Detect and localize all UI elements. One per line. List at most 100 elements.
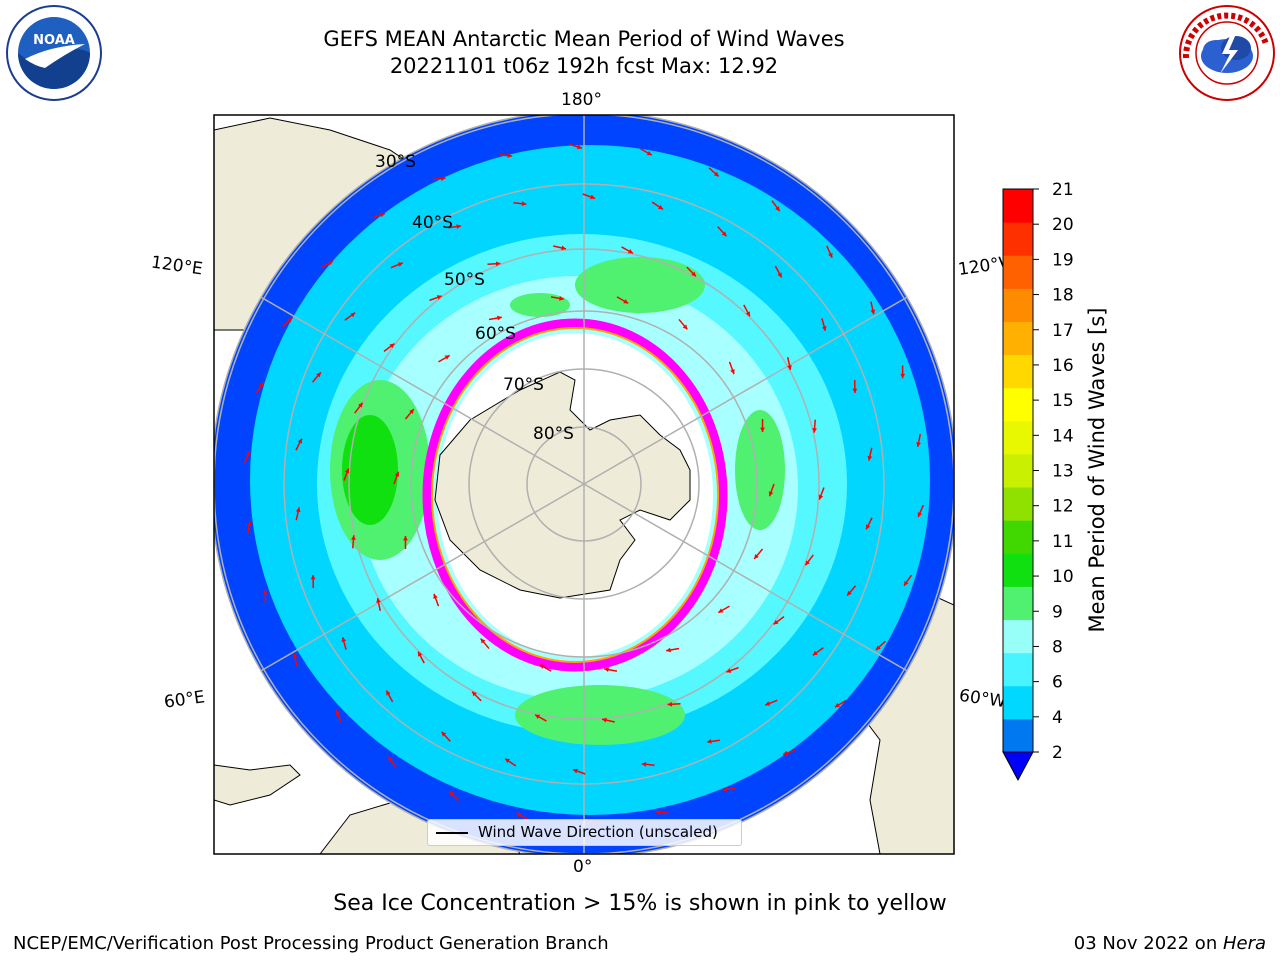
- wave-direction-arrowhead: [787, 365, 792, 370]
- wave-direction-arrowhead: [745, 311, 750, 317]
- colorbar-tick-label: 9: [1052, 602, 1063, 622]
- colorbar-segment: [1003, 718, 1033, 753]
- wave-direction-arrowhead: [718, 608, 724, 613]
- wave-direction-arrowhead: [344, 468, 350, 474]
- wave-direction-arrowhead: [316, 372, 321, 378]
- wave-direction-arrowhead: [292, 653, 298, 659]
- wave-direction-arrowhead: [726, 668, 732, 673]
- antarctica: [434, 371, 691, 599]
- wave-direction-arrowhead: [773, 619, 779, 625]
- wave-direction-arrowhead: [516, 812, 522, 818]
- wave-direction-arrowhead: [812, 650, 818, 656]
- graticule: [214, 115, 954, 854]
- wave-direction-arrowhead: [559, 296, 564, 301]
- colorbar-ticks: 21 20 19 18 17 16 15 14 13 12 11 10 9 8 6 4 2: [1033, 180, 1074, 763]
- wave-direction-arrowhead: [480, 638, 486, 644]
- wave-direction-arrowhead: [900, 373, 906, 379]
- wave-direction-arrowhead: [262, 589, 268, 595]
- lat-label-40s: 40°S: [412, 213, 453, 233]
- wave-direction-arrowhead: [287, 317, 293, 323]
- colorbar-tick-label: 11: [1052, 532, 1074, 552]
- nws-logo: [1179, 5, 1275, 101]
- credits: NCEP/EMC/Verification Post Processing Pr…: [13, 933, 609, 954]
- wave-direction-arrowhead: [713, 171, 719, 177]
- legend-line-swatch: [436, 832, 468, 834]
- wave-direction-arrowhead: [812, 428, 817, 433]
- wave-direction-arrowhead: [655, 810, 661, 815]
- wave-direction-arrowhead: [539, 664, 545, 669]
- colorbar-segment: [1003, 553, 1033, 587]
- lat-label-70s: 70°S: [503, 375, 544, 395]
- wave-direction-arrowhead: [507, 153, 513, 158]
- lat-label-50s: 50°S: [444, 270, 485, 290]
- colorbar-segment: [1003, 487, 1033, 521]
- wave-direction-arrowhead: [682, 324, 688, 330]
- sea-ice-note: Sea Ice Concentration > 15% is shown in …: [333, 891, 947, 916]
- colorbar-tick-label: 14: [1052, 426, 1074, 446]
- wave-direction-arrowhead: [535, 714, 541, 719]
- colorbar-tick-label: 15: [1052, 391, 1074, 411]
- lon-label-top: 180°: [561, 90, 602, 110]
- wave-direction-arrowhead: [418, 651, 423, 657]
- colorbar-segment: [1003, 619, 1033, 654]
- wave-direction-arrowhead: [577, 144, 582, 150]
- wave-direction-arrowhead: [691, 271, 696, 277]
- colorbar-tick-label: 21: [1052, 180, 1074, 200]
- noaa-logo: NOAA: [6, 5, 102, 101]
- wave-direction-arrowhead: [409, 409, 414, 414]
- wave-direction-arrowhead: [646, 150, 652, 156]
- wave-direction-arrowhead: [870, 309, 876, 315]
- colorbar-segment: [1003, 288, 1033, 322]
- colorbar-tick-label: 2: [1052, 743, 1063, 763]
- colorbar-segment: [1003, 387, 1033, 422]
- wave-direction-arrowhead: [247, 521, 252, 526]
- machine-name: Hera: [1222, 933, 1266, 954]
- wave-direction-arrowhead: [504, 758, 510, 764]
- colorbar-segment: [1003, 652, 1033, 687]
- wave-direction-arrowhead: [358, 402, 363, 408]
- wave-direction-arrowhead: [867, 455, 873, 461]
- wave-direction-arrowhead: [495, 261, 501, 267]
- wave-direction-arrowhead: [380, 212, 385, 218]
- wave-direction-arrowhead: [259, 382, 265, 388]
- map-legend: Wind Wave Direction (unscaled): [427, 819, 742, 846]
- colorbar-segment: [1003, 222, 1033, 256]
- wave-direction-arrowhead: [903, 580, 909, 586]
- wave-direction-arrowhead: [440, 176, 446, 181]
- wave-direction-arrowhead: [760, 427, 765, 433]
- date-text: 03 Nov 2022 on: [1073, 933, 1223, 954]
- wave-direction-arrowhead: [623, 299, 629, 304]
- wave-direction-arrowhead: [706, 739, 712, 744]
- lat-label-60s: 60°S: [475, 324, 516, 344]
- wave-direction-arrowhead: [754, 554, 759, 559]
- date-stamp: 03 Nov 2022 on Hera: [1074, 933, 1266, 954]
- wave-direction-arrowhead: [335, 710, 340, 716]
- colorbar-segment: [1003, 354, 1033, 389]
- colorbar-segment: [1003, 453, 1033, 488]
- wave-direction-arrowhead: [456, 224, 462, 229]
- wave-direction-arrowhead: [775, 206, 780, 212]
- wave-period-field: [214, 115, 954, 854]
- wave-direction-arrowhead: [722, 787, 728, 792]
- wave-direction-arrowhead: [561, 245, 566, 251]
- wave-direction-arrowhead: [441, 731, 447, 737]
- wave-direction-arrowhead: [590, 194, 596, 200]
- colorbar-segment: [1003, 586, 1033, 621]
- wave-direction-arrowhead: [604, 667, 609, 672]
- lat-label-30s: 30°S: [375, 152, 416, 172]
- wave-direction-arrowhead: [730, 369, 735, 375]
- wave-direction-arrowhead: [389, 343, 395, 349]
- colorbar-segment: [1003, 520, 1033, 554]
- wave-direction-arrowhead: [805, 560, 810, 566]
- colorbar-tick-label: 12: [1052, 497, 1074, 517]
- colorbar-tick-label: 20: [1052, 215, 1074, 235]
- wave-direction-arrowhead: [376, 598, 381, 603]
- wave-direction-arrowhead: [821, 325, 827, 331]
- lon-label-bottom: 0°: [573, 857, 593, 877]
- colorbar-tick-label: 8: [1052, 637, 1063, 657]
- wave-direction-arrowhead: [658, 204, 664, 210]
- wave-direction-arrowhead: [310, 574, 316, 580]
- colorbar-tick-label: 13: [1052, 462, 1074, 482]
